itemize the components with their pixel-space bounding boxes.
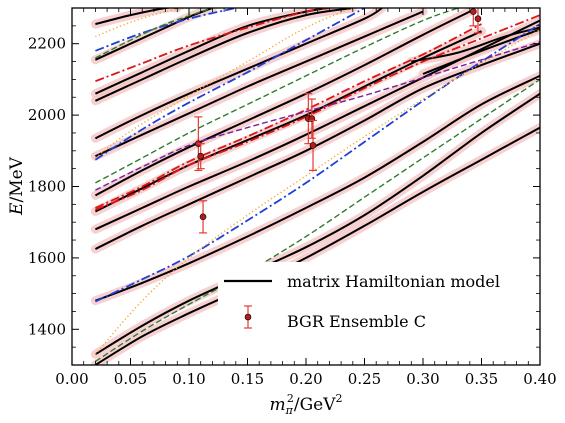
x-axis-label-unit: /GeV (294, 395, 336, 415)
x-tick-label: 0.00 (55, 370, 88, 388)
data-point-5 (309, 119, 318, 172)
series-0-curve-3 (94, 42, 540, 250)
series-1-curve-0 (95, 23, 540, 303)
model-curves (94, 8, 540, 365)
x-tick-label: 0.30 (406, 370, 439, 388)
legend-point-swatch (244, 313, 252, 321)
series-0-curve-1 (94, 92, 540, 356)
series-4-curve-2 (95, 8, 190, 38)
y-tick-label: 2200 (28, 35, 66, 53)
data-point-7 (473, 8, 482, 34)
legend-label-model: matrix Hamiltonian model (287, 272, 500, 291)
x-axis-label-unit-sup: 2 (336, 392, 343, 405)
series-2-curve-2 (95, 8, 330, 83)
series-2-curve-0 (95, 23, 482, 209)
legend-background (218, 262, 536, 340)
series-3-curve-0 (95, 78, 540, 362)
y-tick-label: 1600 (28, 249, 66, 267)
series-0-curve-5 (94, 30, 482, 213)
series-0-curve-0 (94, 126, 540, 365)
y-tick-label: 1400 (28, 320, 66, 338)
x-axis-label-base: m (269, 395, 285, 415)
series-3-curve-2 (95, 8, 213, 59)
data-point-1 (196, 143, 205, 170)
series-0-curve-12 (95, 8, 178, 26)
y-axis-label-var: E (7, 202, 27, 216)
series-0-curve-14 (422, 28, 540, 75)
data-point-6 (469, 8, 478, 27)
data-points (194, 8, 482, 234)
x-axis-label-sub: π (285, 404, 294, 417)
x-tick-label: 0.05 (114, 370, 147, 388)
x-tick-label: 0.15 (231, 370, 264, 388)
x-tick-label: 0.20 (289, 370, 322, 388)
point-marker (309, 142, 317, 149)
y-tick-label: 2000 (28, 106, 66, 124)
y-axis-label: E/MeV (7, 156, 27, 216)
series-1-curve-2 (95, 8, 237, 52)
point-marker (474, 15, 482, 23)
y-axis-label-unit: /MeV (7, 156, 27, 202)
series-0-curve-8 (94, 8, 383, 140)
x-axis-label: mπ2/GeV2 (269, 392, 342, 417)
series-4-curve-1 (94, 8, 354, 159)
legend: matrix Hamiltonian model BGR Ensemble C (218, 262, 536, 340)
series-0-curve-9 (94, 8, 353, 102)
series-1-curve-1 (94, 8, 365, 161)
series-5-curve-0 (95, 41, 540, 191)
series-0-curve-7 (94, 10, 424, 158)
data-point-2 (199, 200, 208, 234)
y-axis: 1400 1600 1800 2000 2200 (28, 7, 540, 366)
y-tick-label: 1800 (28, 178, 66, 196)
x-tick-label: 0.10 (172, 370, 205, 388)
x-axis-label-sup: 2 (287, 392, 294, 405)
x-tick-label: 0.35 (465, 370, 498, 388)
series-0-curve-2 (95, 74, 540, 302)
x-axis: 0.00 0.05 0.10 0.15 0.20 0.25 0.30 0.35 0.40 (55, 8, 557, 388)
x-tick-label: 0.25 (348, 370, 381, 388)
x-tick-label: 0.40 (523, 370, 556, 388)
series-3-curve-1 (95, 8, 459, 184)
point-marker (199, 213, 207, 221)
series-4-curve-0 (94, 28, 540, 355)
legend-label-data: BGR Ensemble C (287, 312, 426, 331)
series-0-curve-6 (94, 10, 471, 197)
point-marker (197, 152, 204, 160)
point-marker (470, 8, 477, 15)
